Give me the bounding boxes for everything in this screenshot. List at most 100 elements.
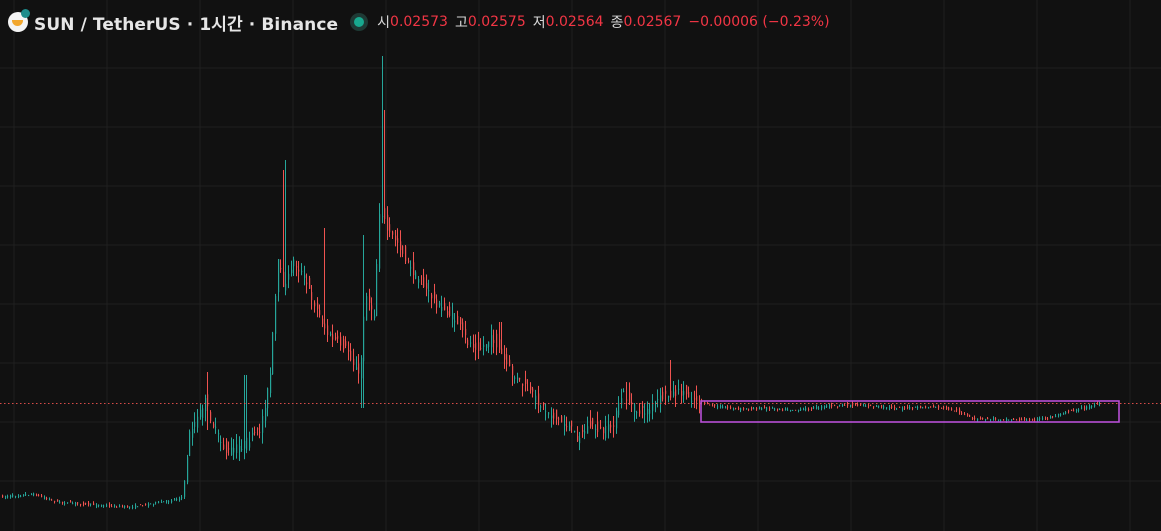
- candle-body: [868, 405, 870, 407]
- candle-body: [10, 495, 12, 498]
- candle-body: [915, 406, 917, 408]
- candle-body: [124, 505, 126, 508]
- candle-body: [935, 406, 937, 408]
- candle-body: [1045, 417, 1047, 419]
- candle-body: [379, 214, 381, 269]
- candle-body: [1008, 419, 1010, 421]
- candle-body: [280, 267, 282, 270]
- candle-body: [941, 407, 943, 409]
- candle-body: [270, 373, 272, 394]
- candle-body: [176, 499, 178, 501]
- candle-body: [1055, 415, 1057, 417]
- candle-body: [746, 408, 748, 410]
- candle-body: [353, 358, 355, 366]
- candle-body: [345, 341, 347, 346]
- candle-body: [31, 494, 33, 496]
- candle-body: [782, 409, 784, 411]
- candle-body: [538, 393, 540, 406]
- candle-body: [501, 348, 503, 355]
- candle-body: [382, 216, 384, 218]
- candle-body: [288, 273, 290, 280]
- candle-body: [252, 432, 254, 435]
- candle-body: [657, 399, 659, 401]
- candle-body: [569, 425, 571, 431]
- candle-body: [413, 262, 415, 276]
- candle-body: [925, 406, 927, 408]
- candle-body: [142, 505, 144, 507]
- candle-body: [670, 390, 672, 398]
- candle-body: [75, 502, 77, 505]
- candle-body: [85, 503, 87, 505]
- candle-body: [655, 402, 657, 404]
- candle-body: [691, 400, 693, 403]
- candle-body: [122, 506, 124, 508]
- candle-body: [699, 403, 701, 405]
- candle-body: [873, 406, 875, 408]
- candle-body: [395, 235, 397, 241]
- candle-body: [896, 408, 898, 410]
- candle-body: [467, 339, 469, 346]
- candle-body: [337, 335, 339, 339]
- candle-body: [902, 408, 904, 410]
- candle-body: [590, 421, 592, 427]
- candle-body: [519, 377, 521, 380]
- candle-body: [639, 410, 641, 414]
- candle-body: [798, 410, 800, 412]
- candle-body: [951, 408, 953, 410]
- candle-body: [860, 403, 862, 406]
- candle-body: [129, 506, 131, 508]
- candle-body: [564, 424, 566, 426]
- candle-body: [636, 412, 638, 414]
- candle-body: [415, 272, 417, 279]
- candle-body: [226, 440, 228, 453]
- candle-body: [301, 271, 303, 273]
- close-label: 종: [610, 15, 624, 31]
- candle-body: [41, 495, 43, 497]
- candle-body: [119, 505, 121, 507]
- candle-body: [1037, 418, 1039, 421]
- candle-body: [1058, 414, 1060, 416]
- candle-body: [717, 406, 719, 408]
- candle-body: [1091, 405, 1093, 408]
- candle-body: [548, 412, 550, 415]
- candle-body: [764, 407, 766, 409]
- candle-body: [774, 408, 776, 410]
- candle-body: [83, 502, 85, 505]
- candle-body: [904, 407, 906, 409]
- candle-body: [116, 506, 118, 508]
- candle-body: [579, 438, 581, 444]
- candle-body: [127, 505, 129, 508]
- candle-body: [470, 342, 472, 344]
- candle-body: [1032, 419, 1034, 421]
- candle-body: [678, 388, 680, 390]
- candle-body: [792, 409, 794, 411]
- candle-body: [488, 341, 490, 347]
- candle-body: [296, 266, 298, 268]
- candle-body: [883, 406, 885, 409]
- candle-body: [813, 407, 815, 409]
- candle-body: [847, 403, 849, 407]
- candle-body: [5, 496, 7, 498]
- candle-body: [441, 306, 443, 311]
- candle-body: [278, 259, 280, 293]
- candle-body: [995, 418, 997, 420]
- candle-body: [920, 406, 922, 408]
- candle-body: [161, 501, 163, 503]
- candle-body: [283, 271, 285, 288]
- candle-body: [220, 442, 222, 444]
- candle-body: [943, 406, 945, 408]
- candle-body: [366, 296, 368, 321]
- candle-body: [1006, 418, 1008, 421]
- candle-body: [766, 407, 768, 410]
- candle-body: [1071, 409, 1073, 411]
- candle-body: [1039, 418, 1041, 420]
- candle-body: [400, 241, 402, 250]
- market-status-icon[interactable]: [350, 13, 369, 31]
- candle-body: [241, 448, 243, 450]
- candle-body: [946, 407, 948, 409]
- candle-body: [954, 410, 956, 412]
- chart-title[interactable]: SUN / TetherUS · 1시간 · Binance: [34, 14, 339, 35]
- candle-body: [197, 416, 199, 428]
- candle-body: [517, 377, 519, 380]
